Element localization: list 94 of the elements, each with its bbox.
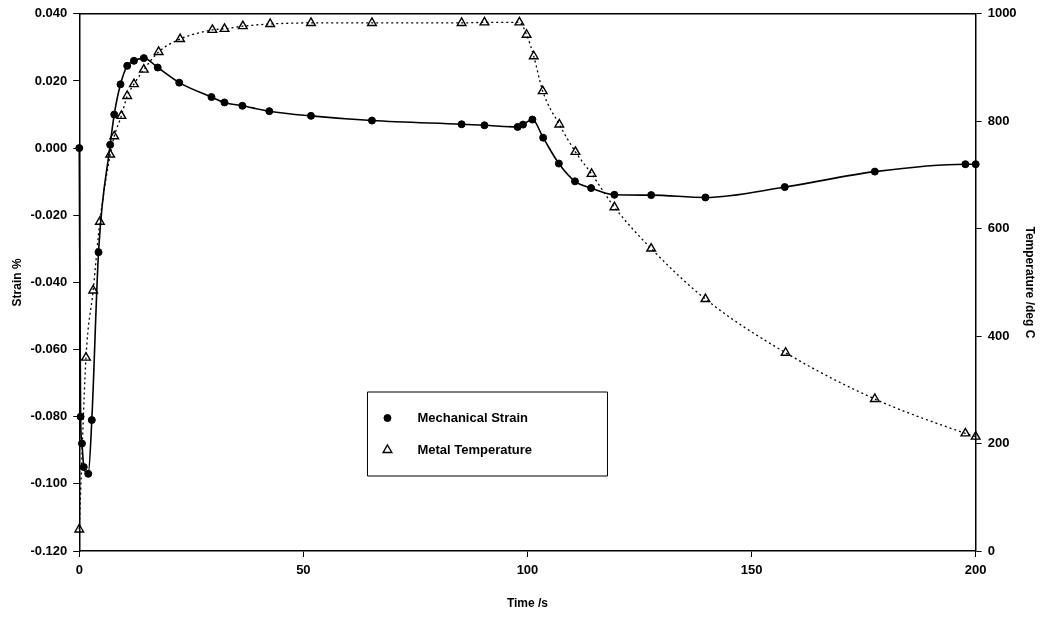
y-tick-label: -0.100 [30,475,68,491]
point [116,110,127,120]
legend-label: Metal Temperature [417,441,533,457]
point [238,101,247,110]
point [366,17,377,27]
y-tick-label: -0.120 [30,542,68,558]
point [528,50,539,60]
x-tick-label: 200 [964,562,987,578]
point [528,115,537,124]
point [610,190,619,199]
point [265,18,276,28]
y-tick-label: 0.040 [34,5,68,21]
point [646,242,657,252]
x-tick-label: 100 [516,562,539,578]
point [116,80,125,89]
point [480,121,489,130]
point [457,120,466,129]
point [586,168,597,178]
point [122,90,133,100]
point [521,29,532,38]
point [456,17,467,27]
point [76,412,85,421]
point [514,16,525,26]
point [609,201,620,211]
point [139,54,148,63]
x-tick-label: 150 [740,562,763,578]
y-axis-title: Strain % [9,258,24,307]
point [700,293,711,303]
point [518,120,527,129]
y2-tick-label: 800 [987,112,1010,128]
point [961,160,970,169]
y2-tick-label: 1000 [987,5,1017,21]
point [80,351,92,361]
y-tick-label: -0.020 [30,206,68,222]
point [84,469,93,478]
point [780,183,789,192]
point [870,167,879,176]
x-tick-label: 0 [75,562,83,578]
point [77,439,86,448]
y2-tick-label: 400 [987,327,1010,343]
point [138,63,149,73]
point [94,216,105,225]
y2-tick-label: 600 [987,220,1010,236]
point [647,191,656,200]
point [153,63,162,72]
point [128,78,139,88]
point [306,111,315,120]
point [129,56,138,65]
point [87,416,96,425]
y-tick-label: -0.060 [30,341,68,357]
y2-tick-label: 0 [987,542,995,558]
point [110,110,119,119]
y2-axis-title: Temperature /deg C [1023,226,1038,339]
legend-label: Mechanical Strain [417,409,529,425]
point [971,160,980,169]
point [79,463,88,472]
point [305,17,317,27]
point [94,248,103,257]
point [105,148,116,158]
point [207,24,218,34]
point [106,140,115,149]
point [570,177,579,186]
point [207,93,216,102]
point [220,98,229,107]
point [175,78,184,87]
point [367,116,376,125]
point [123,61,132,70]
y2-tick-label: 200 [987,435,1010,451]
y-tick-label: 0.000 [34,139,68,155]
point [970,430,981,440]
point [74,523,85,533]
point [219,23,230,33]
y-tick-label: -0.040 [30,273,68,289]
point [780,347,791,356]
point [175,33,186,43]
point [554,118,565,128]
point [869,393,880,403]
point [153,46,164,56]
point [237,20,248,30]
point [479,16,490,26]
y-tick-label: -0.080 [30,408,68,424]
point [539,133,548,142]
x-tick-label: 50 [296,562,311,578]
point [554,159,563,168]
point [960,427,971,437]
point [537,85,548,95]
x-axis-title: Time /s [506,596,549,611]
point [265,107,274,116]
point [570,146,581,156]
y-tick-label: 0.020 [34,72,68,88]
point [88,284,99,294]
point [587,184,596,193]
point [701,193,710,202]
point [109,130,120,140]
